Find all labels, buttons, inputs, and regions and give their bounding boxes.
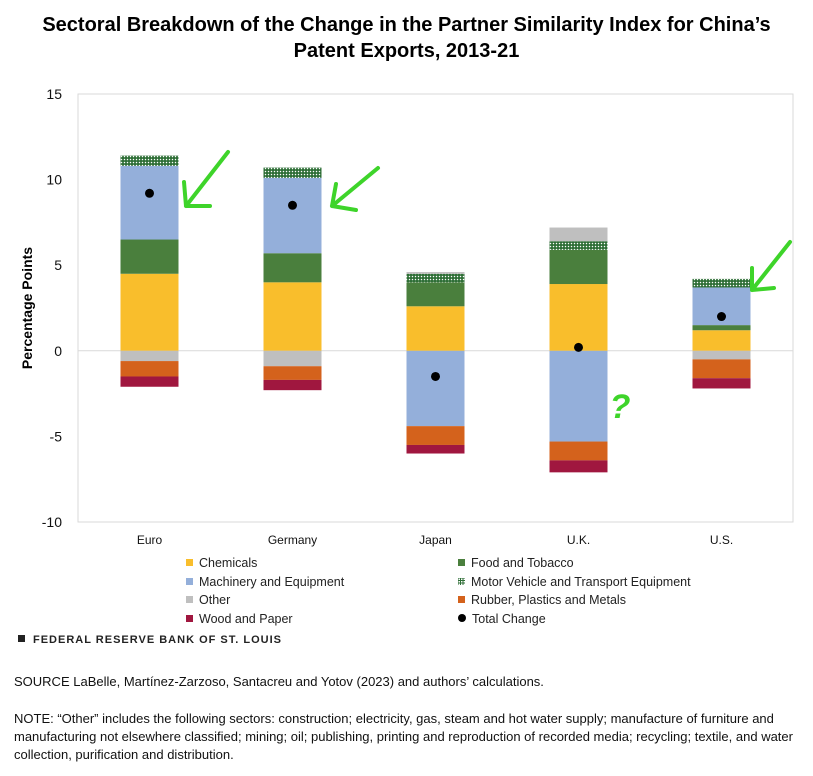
bar-segment-motor-vehicle-and-transport-equipment-germany — [263, 167, 322, 178]
bar-segment-machinery-and-equipment-euro — [120, 165, 179, 240]
total-change-dot-japan — [431, 371, 440, 381]
x-tick-label: U.S. — [710, 533, 733, 547]
y-tick-label: 15 — [46, 86, 62, 102]
legend-item: Total Change — [458, 610, 546, 628]
legend-item: Food and Tobacco — [458, 554, 574, 572]
legend-swatch — [186, 596, 193, 603]
total-change-dot-germany — [288, 200, 297, 210]
x-axis: Euro Germany Japan U.K. U.S. — [137, 533, 733, 547]
note-text: NOTE: “Other” includes the following sec… — [14, 711, 793, 762]
bar-segment-food-and-tobacco-u-k- — [549, 249, 608, 285]
legend-swatch — [186, 614, 193, 622]
total-change-dot-u-s- — [717, 312, 726, 322]
legend-label: Wood and Paper — [199, 611, 293, 626]
annotation-question-mark: ? — [610, 388, 631, 426]
source-note: SOURCE LaBelle, Martínez-Zarzoso, Santac… — [14, 674, 544, 689]
y-tick-label: -5 — [50, 428, 63, 444]
annotation-arrow-germany — [330, 166, 380, 212]
legend-label: Chemicals — [199, 556, 258, 570]
legend-swatch — [458, 596, 465, 603]
bar-segment-wood-and-paper-germany — [263, 379, 322, 391]
y-axis: 15 10 5 0 -5 -10 — [42, 86, 62, 530]
y-tick-label: 10 — [46, 172, 62, 188]
legend-swatch — [458, 577, 465, 585]
bar-segment-chemicals-japan — [406, 306, 465, 351]
bar-segment-food-and-tobacco-germany — [263, 253, 322, 283]
y-tick-label: 5 — [54, 257, 62, 273]
bar-segment-wood-and-paper-euro — [120, 376, 179, 387]
legend-item: Motor Vehicle and Transport Equipment — [458, 573, 691, 591]
bar-segment-chemicals-u-s- — [692, 330, 751, 351]
stacked-bar-chart: 15 10 5 0 -5 -10 Percentage Points Euro German… — [19, 86, 794, 547]
legend-item: Wood and Paper — [186, 610, 293, 628]
x-tick-label: U.K. — [567, 533, 590, 547]
bar-segment-rubber-plastics-and-metals-japan — [406, 426, 465, 445]
bar-segment-other-japan — [406, 272, 465, 274]
bar-segment-rubber-plastics-and-metals-euro — [120, 361, 179, 377]
legend-label: Motor Vehicle and Transport Equipment — [471, 574, 691, 589]
legend-item: Rubber, Plastics and Metals — [458, 591, 626, 609]
bar-segment-motor-vehicle-and-transport-equipment-japan — [406, 273, 465, 283]
bar-segment-motor-vehicle-and-transport-equipment-u-s- — [692, 278, 751, 288]
brand-square-icon — [18, 635, 25, 642]
x-tick-label: Japan — [419, 533, 452, 547]
legend-label: Rubber, Plastics and Metals — [471, 593, 626, 607]
legend-label: Total Change — [472, 611, 546, 626]
bar-segment-machinery-and-equipment-germany — [263, 177, 322, 254]
legend-swatch — [186, 577, 193, 585]
legend-label: Machinery and Equipment — [199, 574, 345, 589]
bar-segment-chemicals-germany — [263, 282, 322, 351]
legend-item: Chemicals — [186, 554, 257, 572]
brand-footer: FEDERAL RESERVE BANK OF ST. LOUIS — [18, 634, 282, 646]
chart-title-line-2: Patent Exports, 2013-21 — [293, 40, 520, 62]
bar-segment-other-u-k- — [549, 227, 608, 242]
total-change-dot-u-k- — [574, 342, 583, 352]
total-change-markers — [145, 188, 726, 381]
y-tick-label: -10 — [42, 514, 62, 530]
x-tick-label: Euro — [137, 533, 163, 547]
bar-segment-motor-vehicle-and-transport-equipment-u-k- — [549, 241, 608, 250]
bar-segment-chemicals-u-k- — [549, 284, 608, 351]
chart-title-line-1: Sectoral Breakdown of the Change in the … — [42, 14, 771, 36]
chart-title: Sectoral Breakdown of the Change in the … — [0, 12, 813, 64]
bar-segment-other-germany — [263, 350, 322, 367]
bar-segment-food-and-tobacco-japan — [406, 282, 465, 307]
bar-segment-machinery-and-equipment-u-k- — [549, 350, 608, 442]
bar-segment-rubber-plastics-and-metals-germany — [263, 366, 322, 380]
legend-item: Other — [186, 591, 230, 609]
y-tick-label: 0 — [54, 343, 62, 359]
legend-swatch — [458, 613, 466, 622]
legend-swatch — [458, 559, 465, 566]
bar-segment-machinery-and-equipment-japan — [406, 350, 465, 427]
bar-segment-wood-and-paper-u-s- — [692, 378, 751, 389]
brand-name: FEDERAL RESERVE BANK OF ST. LOUIS — [33, 634, 282, 646]
legend-label: Other — [199, 593, 231, 607]
bar-segment-other-euro — [120, 350, 179, 362]
bar-segment-other-u-s- — [692, 350, 751, 360]
bar-segment-chemicals-euro — [120, 273, 179, 351]
hand-annotations — [182, 150, 792, 292]
bar-segment-food-and-tobacco-euro — [120, 239, 179, 274]
bar-segment-wood-and-paper-u-k- — [549, 460, 608, 473]
legend-swatch — [186, 559, 193, 566]
bar-segment-rubber-plastics-and-metals-u-k- — [549, 441, 608, 461]
bars — [120, 155, 751, 473]
annotation-arrow-us — [750, 240, 792, 292]
total-change-dot-euro — [145, 188, 154, 198]
legend-label: Food and Tobacco — [471, 556, 574, 570]
annotation-arrow-euro — [182, 150, 230, 208]
y-axis-label: Percentage Points — [19, 247, 35, 369]
bar-segment-motor-vehicle-and-transport-equipment-euro — [120, 155, 179, 166]
bar-segment-food-and-tobacco-u-s- — [692, 325, 751, 331]
legend-item: Machinery and Equipment — [186, 573, 344, 591]
x-tick-label: Germany — [268, 533, 317, 547]
plot-area — [77, 93, 794, 523]
bar-segment-rubber-plastics-and-metals-u-s- — [692, 359, 751, 379]
bar-segment-wood-and-paper-japan — [406, 444, 465, 454]
